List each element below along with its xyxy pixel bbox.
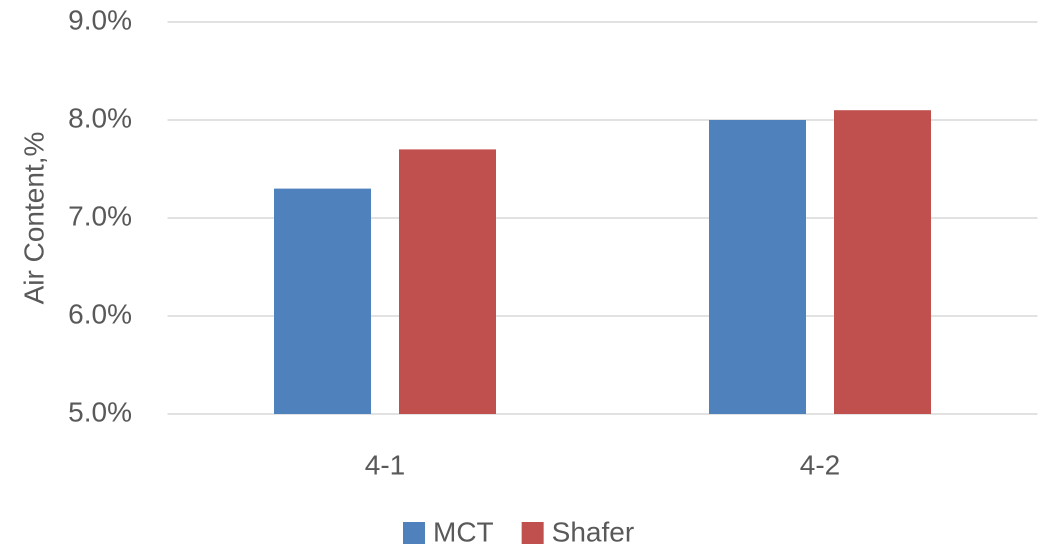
legend-label: Shafer [552, 516, 635, 547]
bar [709, 120, 806, 414]
y-tick-label: 5.0% [68, 396, 132, 427]
legend-swatch [521, 522, 544, 544]
y-tick-label: 7.0% [68, 200, 132, 231]
y-tick-label: 8.0% [68, 102, 132, 133]
x-tick-label: 4-2 [800, 449, 840, 480]
legend-swatch [403, 522, 425, 544]
y-tick-label: 9.0% [68, 4, 132, 35]
y-axis-label: Air Content,% [18, 132, 49, 305]
x-tick-label: 4-1 [365, 449, 405, 480]
bar [834, 110, 931, 414]
bar [399, 149, 496, 414]
bar [274, 188, 371, 414]
legend-label: MCT [433, 516, 494, 547]
y-tick-label: 6.0% [68, 298, 132, 329]
